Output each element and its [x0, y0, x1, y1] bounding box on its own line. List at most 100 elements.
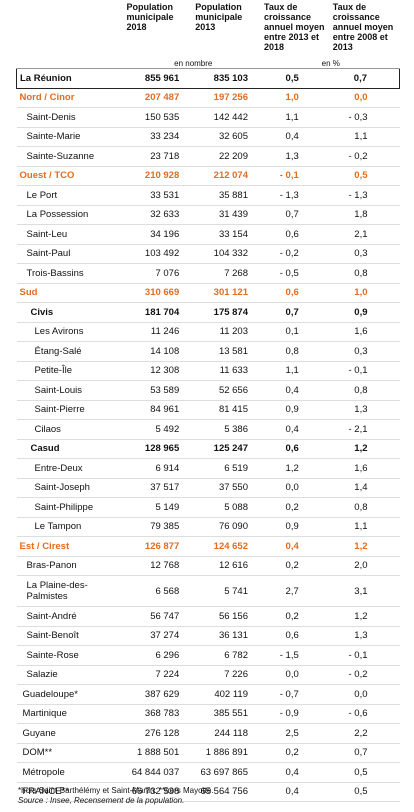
cell-value: 126 877: [124, 536, 194, 557]
cell-value: 2,0: [330, 556, 400, 576]
cell-value: 1 886 891: [193, 743, 262, 763]
table-row: Saint-Paul 103 492 104 332- 0,2 0,3: [16, 244, 400, 264]
table-container: Population municipale 2018 Population mu…: [16, 2, 400, 802]
row-label: Le Tampon: [16, 517, 125, 537]
row-label: Trois-Bassins: [16, 263, 125, 284]
cell-value: 197 256: [193, 87, 262, 108]
cell-value: 1,2: [262, 458, 331, 479]
table-row: Sainte-Marie 33 234 32 605 0,4 1,1: [16, 127, 400, 147]
cell-value: 0,7: [262, 205, 331, 225]
row-label: Sainte-Rose: [16, 645, 125, 666]
row-label: Entre-Deux: [16, 458, 125, 479]
cell-value: 1,1: [262, 107, 331, 128]
cell-value: 7 224: [124, 665, 194, 685]
cell-value: 1,3: [262, 146, 331, 167]
cell-value: 36 131: [193, 626, 262, 646]
unit-label: en %: [262, 56, 400, 69]
cell-value: 33 234: [124, 127, 194, 147]
cell-value: 37 550: [193, 478, 262, 498]
cell-value: 12 768: [124, 556, 194, 576]
cell-value: 1,3: [330, 400, 400, 420]
cell-value: 11 633: [193, 361, 262, 381]
table-row: Saint-Benoît 37 274 36 131 0,6 1,3: [16, 626, 400, 646]
cell-value: - 0,7: [262, 684, 331, 705]
row-label: Saint-Philippe: [16, 497, 125, 518]
cell-value: 12 308: [124, 361, 194, 381]
cell-value: 0,4: [262, 762, 331, 783]
cell-value: 64 844 037: [124, 762, 194, 783]
column-header: Population municipale 2013: [195, 2, 243, 32]
row-label: Métropole: [16, 762, 125, 783]
cell-value: 34 196: [124, 224, 194, 245]
table-row: Saint-André 56 747 56 156 0,2 1,2: [16, 606, 400, 627]
cell-value: 12 616: [193, 556, 262, 576]
cell-value: 181 704: [124, 302, 194, 323]
cell-value: 1,6: [330, 322, 400, 342]
row-label: Bras-Panon: [16, 556, 125, 576]
cell-value: - 0,2: [330, 665, 400, 685]
row-label: Saint-Paul: [16, 244, 125, 264]
cell-value: 0,8: [330, 497, 400, 518]
cell-value: 37 274: [124, 626, 194, 646]
row-label: Petite-Île: [16, 361, 125, 381]
table-row: Les Avirons 11 246 11 203 0,1 1,6: [16, 322, 400, 342]
cell-value: 3,1: [330, 575, 400, 607]
cell-value: 66 732 538: [124, 782, 194, 802]
row-label: Étang-Salé: [16, 341, 125, 362]
table-row: Sud 310 669 301 121 0,6 1,0: [16, 283, 400, 303]
cell-value: 387 629: [124, 684, 194, 705]
cell-value: 0,3: [330, 244, 400, 264]
table-body: La Réunion 855 961 835 103 0,5 0,7 Nord / Cin…: [16, 68, 400, 802]
row-label: Saint-Pierre: [16, 400, 125, 420]
cell-value: 368 783: [124, 704, 194, 724]
cell-value: 32 605: [193, 127, 262, 147]
cell-value: 53 589: [124, 380, 194, 401]
row-label: Civis: [16, 302, 125, 323]
cell-value: 0,6: [262, 626, 331, 646]
row-label: Cilaos: [16, 419, 125, 440]
cell-value: 31 439: [193, 205, 262, 225]
corner: [17, 2, 125, 56]
cell-value: - 0,9: [262, 704, 331, 724]
cell-value: 1,2: [330, 606, 400, 627]
cell-value: - 0,1: [330, 361, 400, 381]
cell-value: 2,1: [330, 224, 400, 245]
cell-value: 0,8: [330, 263, 400, 284]
cell-value: 207 487: [124, 87, 194, 108]
table-row: Saint-Leu 34 196 33 154 0,6 2,1: [16, 224, 400, 245]
cell-value: 81 415: [193, 400, 262, 420]
cell-value: - 1,5: [262, 645, 331, 666]
cell-value: 11 246: [124, 322, 194, 342]
cell-value: 11 203: [193, 322, 262, 342]
cell-value: - 0,2: [262, 244, 331, 264]
cell-value: 56 156: [193, 606, 262, 627]
row-label: Saint-Leu: [16, 224, 125, 245]
row-label: Sainte-Marie: [16, 127, 125, 147]
cell-value: 310 669: [124, 283, 194, 303]
row-label: FRANCE**: [16, 782, 125, 802]
cell-value: 5 492: [124, 419, 194, 440]
table-row: Étang-Salé 14 108 13 581 0,8 0,3: [16, 341, 400, 362]
row-label: Le Port: [16, 185, 125, 206]
cell-value: 0,6: [262, 439, 331, 459]
table-row: Saint-Pierre 84 961 81 415 0,9 1,3: [16, 400, 400, 420]
cell-value: 210 928: [124, 166, 194, 186]
cell-value: 402 119: [193, 684, 262, 705]
cell-value: 1,1: [262, 361, 331, 381]
cell-value: 0,7: [330, 743, 400, 763]
cell-value: 5 386: [193, 419, 262, 440]
cell-value: 1,1: [330, 517, 400, 537]
column-header: Taux de croissance annuel moyen entre 20…: [264, 2, 325, 52]
row-label: Guadeloupe*: [16, 684, 125, 705]
cell-value: 6 782: [193, 645, 262, 666]
cell-value: 35 881: [193, 185, 262, 206]
cell-value: 0,0: [262, 478, 331, 498]
table-row: Est / Cirest 126 877 124 652 0,4 1,2: [16, 536, 400, 557]
cell-value: 7 268: [193, 263, 262, 284]
table-row: Le Port 33 531 35 881- 1,3- 1,3: [16, 185, 400, 206]
table-row: Guyane 276 128 244 118 2,5 2,2: [16, 723, 400, 744]
table-row: La Réunion 855 961 835 103 0,5 0,7: [16, 68, 400, 89]
table-row: La Plaine-des-Palmistes 6 568 5 741 2,7 3,1: [16, 575, 400, 607]
cell-value: 2,2: [330, 723, 400, 744]
cell-value: 835 103: [193, 68, 262, 89]
